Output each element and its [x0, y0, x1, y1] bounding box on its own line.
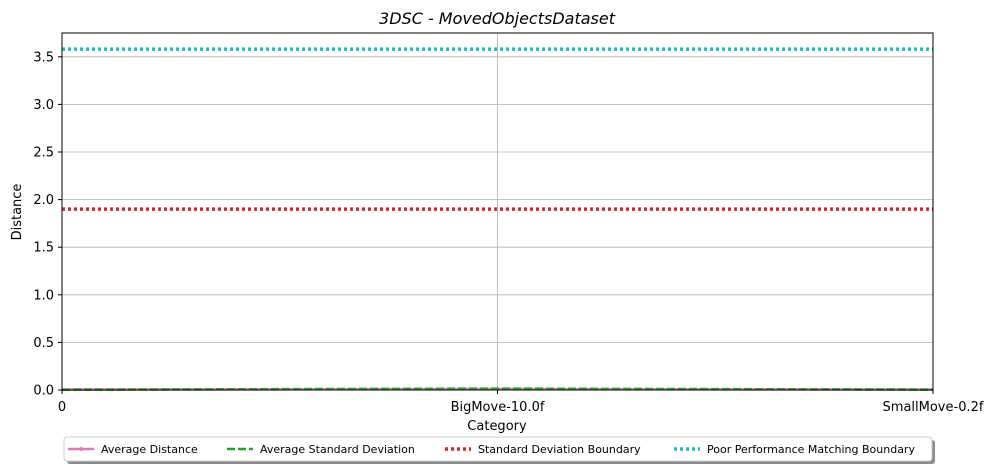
y-axis-label: Distance — [10, 184, 25, 241]
y-tick-label: 0.0 — [33, 384, 54, 399]
legend-label-4: Poor Performance Matching Boundary — [707, 443, 915, 456]
x-tick-label: 0 — [58, 400, 66, 415]
y-tick-label: 1.0 — [33, 288, 54, 303]
legend-label-3: Standard Deviation Boundary — [478, 443, 641, 456]
legend-label-1: Average Distance — [101, 443, 198, 456]
legend: Average Distance Average Standard Deviati… — [63, 436, 935, 464]
series-line-2 — [61, 387, 934, 391]
series-layer — [61, 47, 934, 391]
x-axis-label: Category — [467, 419, 527, 434]
y-tick-label: 3.0 — [33, 98, 54, 113]
x-tick-label: BigMove-10.0f — [451, 400, 545, 415]
legend-box — [63, 436, 933, 462]
legend-label-2: Average Standard Deviation — [260, 443, 415, 456]
y-axis: 0.0 0.5 1.0 1.5 2.0 2.5 3.0 3.5 — [33, 50, 62, 399]
y-tick-label: 2.5 — [33, 146, 54, 161]
x-tick-label: SmallMove-0.2f — [883, 400, 984, 415]
legend-marker-1 — [79, 447, 83, 451]
y-tick-label: 1.5 — [33, 241, 54, 256]
chart-title: 3DSC - MovedObjectsDataset — [379, 9, 616, 28]
x-axis: 0 BigMove-10.0f SmallMove-0.2f — [58, 390, 984, 415]
y-tick-label: 0.5 — [33, 336, 54, 351]
grid-lines — [61, 33, 934, 391]
y-tick-label: 3.5 — [33, 50, 54, 65]
y-tick-label: 2.0 — [33, 193, 54, 208]
